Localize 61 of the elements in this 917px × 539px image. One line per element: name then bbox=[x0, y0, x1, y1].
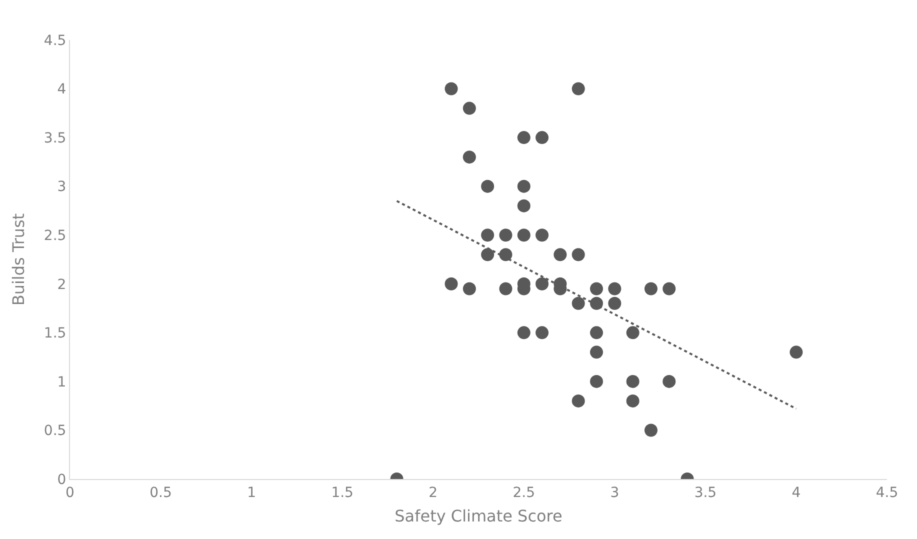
point bbox=[517, 228, 530, 242]
point bbox=[572, 394, 585, 408]
point bbox=[590, 282, 604, 296]
y-tick-label: 1 bbox=[57, 374, 66, 390]
point bbox=[517, 199, 530, 212]
point bbox=[572, 82, 585, 96]
point bbox=[536, 131, 549, 144]
y-tick-label: 0 bbox=[57, 472, 66, 488]
point bbox=[462, 282, 476, 296]
x-tick-label: 3.5 bbox=[694, 484, 717, 501]
point bbox=[517, 180, 530, 193]
point bbox=[517, 131, 530, 144]
point bbox=[608, 282, 622, 296]
y-axis-title: Builds Trust bbox=[8, 213, 28, 306]
point bbox=[444, 277, 458, 290]
point bbox=[626, 394, 640, 408]
point bbox=[554, 248, 567, 262]
y-tick-label: 2 bbox=[57, 276, 66, 293]
point bbox=[572, 296, 585, 310]
point bbox=[662, 282, 676, 296]
point bbox=[626, 326, 640, 340]
x-axis-title: Safety Climate Score bbox=[394, 506, 562, 526]
point bbox=[536, 277, 549, 290]
y-tick-label: 3 bbox=[57, 179, 66, 196]
x-tick-label: 3 bbox=[610, 484, 620, 501]
point bbox=[626, 374, 640, 388]
point bbox=[444, 82, 458, 96]
x-tick-label: 2.5 bbox=[512, 484, 536, 501]
x-tick-label: 4 bbox=[792, 484, 801, 501]
point bbox=[517, 326, 530, 340]
point bbox=[644, 424, 658, 437]
y-tick-label: 2.5 bbox=[44, 228, 66, 244]
point bbox=[662, 374, 676, 388]
point bbox=[499, 248, 512, 262]
x-tick-label: 0.5 bbox=[150, 484, 172, 501]
point bbox=[536, 326, 549, 340]
point bbox=[499, 228, 512, 242]
x-tick-label: 2 bbox=[428, 484, 438, 501]
point bbox=[499, 282, 512, 296]
point bbox=[644, 282, 658, 296]
y-tick-label: 4.5 bbox=[44, 32, 66, 49]
y-tick-label: 1.5 bbox=[44, 326, 66, 342]
y-tick-label: 3.5 bbox=[44, 130, 66, 146]
point bbox=[462, 150, 476, 164]
point bbox=[536, 228, 549, 242]
point bbox=[481, 228, 494, 242]
point bbox=[481, 248, 494, 262]
y-tick-label: 4 bbox=[57, 82, 66, 98]
point bbox=[462, 102, 476, 115]
point bbox=[790, 346, 803, 359]
point bbox=[590, 296, 604, 310]
x-tick-label: 1 bbox=[247, 484, 256, 501]
point bbox=[572, 248, 585, 262]
point bbox=[590, 374, 604, 388]
y-tick-label: 0.5 bbox=[44, 423, 66, 440]
point bbox=[590, 326, 604, 340]
point bbox=[590, 346, 604, 359]
point bbox=[608, 296, 622, 310]
point bbox=[481, 180, 494, 193]
x-tick-label: 4.5 bbox=[876, 484, 898, 501]
x-tick-label: 1.5 bbox=[331, 484, 354, 501]
